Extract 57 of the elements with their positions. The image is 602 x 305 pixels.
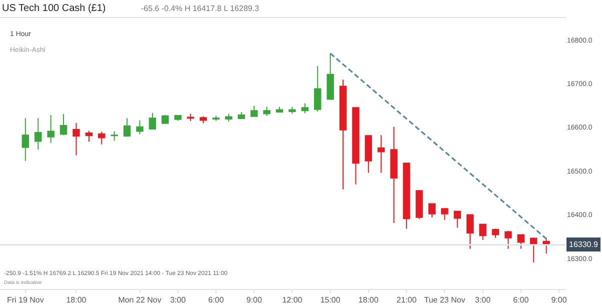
candlestick <box>479 224 486 241</box>
x-tick-label: Mon 22 Nov <box>118 296 162 305</box>
candlestick <box>326 52 334 100</box>
x-tick-label: 18:00 <box>66 296 87 305</box>
text: -65.6 -0.4% H 16417.8 L 16289.3 <box>141 4 260 13</box>
x-tick-label: 18:00 <box>358 296 379 305</box>
candlestick <box>212 115 220 122</box>
candlestick <box>492 228 500 238</box>
candlestick <box>390 126 398 224</box>
candlestick <box>200 116 207 124</box>
candlestick <box>72 122 80 156</box>
candlestick <box>402 162 410 230</box>
candlestick <box>428 203 436 218</box>
candlestick <box>288 106 296 114</box>
candlestick <box>238 111 245 120</box>
candlestick <box>22 118 30 162</box>
candlestick <box>364 135 372 174</box>
candlestick <box>47 114 54 144</box>
candlestick <box>466 214 474 250</box>
x-tick-label: 12:00 <box>282 296 303 305</box>
ref-line-label: 16330.9 <box>569 240 598 249</box>
x-tick-label: 6:00 <box>513 296 530 305</box>
candlestick <box>85 130 93 142</box>
candlestick <box>352 107 360 186</box>
candlestick <box>34 118 42 150</box>
candlestick <box>339 79 347 190</box>
candlestick <box>60 114 68 136</box>
x-tick-label: 15:00 <box>320 296 341 305</box>
candlestick <box>301 102 309 114</box>
candlestick <box>416 190 423 220</box>
x-tick-label: 21:00 <box>396 296 418 305</box>
candlestick <box>174 114 182 122</box>
candlestick <box>263 106 270 116</box>
x-tick-label: 9:00 <box>246 296 262 305</box>
candlestick <box>504 230 512 250</box>
candlestick <box>314 66 322 112</box>
x-tick-label: Tue 23 Nov <box>424 296 466 305</box>
candlestick <box>441 208 448 220</box>
candlestick <box>123 118 131 137</box>
candlestick <box>186 113 194 122</box>
candlestick <box>110 130 118 142</box>
candlestick <box>162 114 169 124</box>
x-tick-label: Fri 19 Nov <box>6 296 44 305</box>
candlestick <box>98 131 106 145</box>
candlestick <box>136 120 144 135</box>
candlestick <box>225 113 232 122</box>
candlestick <box>148 112 156 130</box>
chart-title: US Tech 100 Cash (£1) <box>2 3 106 14</box>
candlestick <box>454 210 461 228</box>
candlestick <box>250 105 258 117</box>
x-tick-label: 3:00 <box>474 296 492 305</box>
candlestick <box>378 134 385 174</box>
candlestick <box>517 234 525 250</box>
x-tick-label: 6:00 <box>208 296 224 305</box>
x-tick-label: 3:00 <box>170 296 186 305</box>
x-tick-label: 9:00 <box>551 296 568 305</box>
candlestick <box>530 236 538 264</box>
